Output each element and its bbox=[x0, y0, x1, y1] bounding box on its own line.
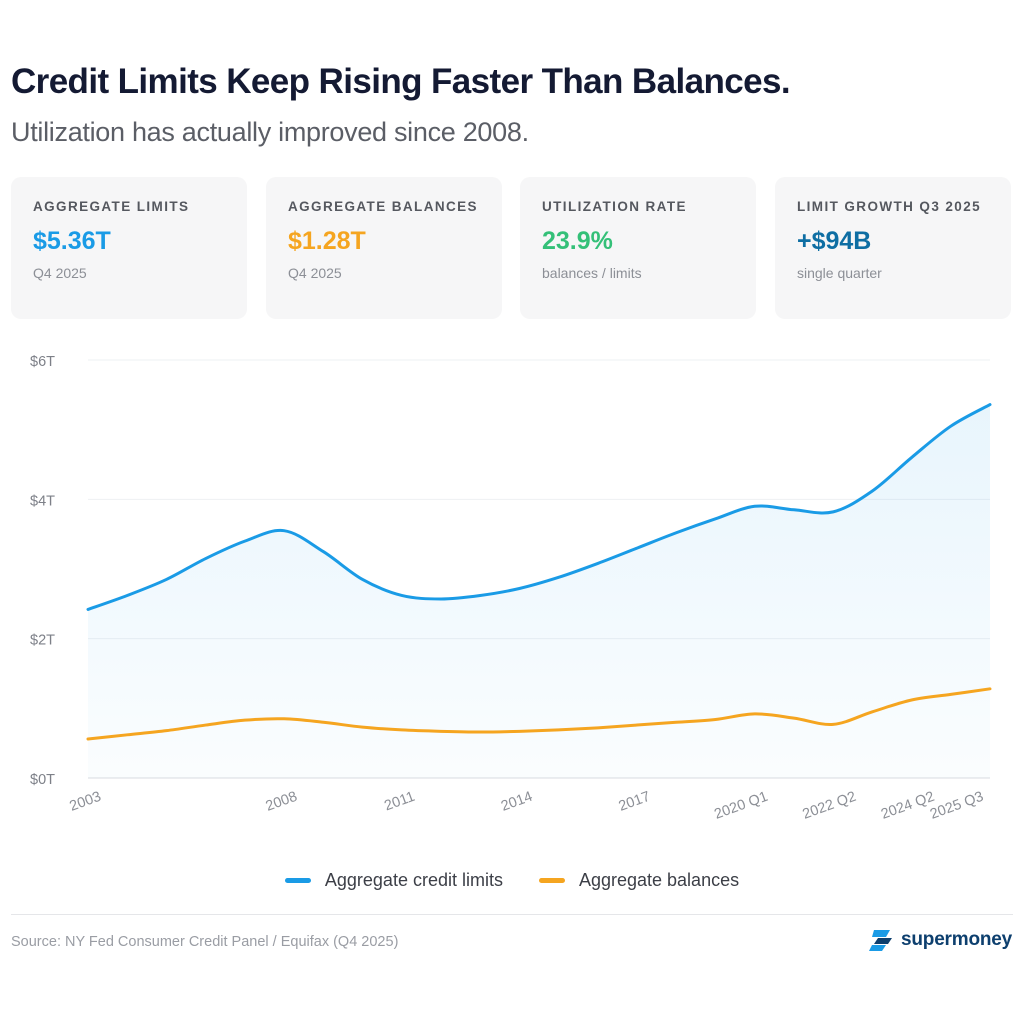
credit-area-chart: $0T $2T $4T $6T 2003 2008 2011 2014 2017 2020 Q1 2… bbox=[30, 354, 992, 823]
legend-swatch-balances bbox=[538, 878, 565, 883]
x-tick-label: 2017 bbox=[617, 789, 653, 815]
stat-card-value: $1.28T bbox=[288, 227, 366, 255]
stat-card-note: balances / limits bbox=[542, 265, 642, 281]
x-tick-label: 2022 Q2 bbox=[801, 789, 859, 823]
legend-swatch-limits bbox=[284, 878, 311, 883]
legend-label-limits: Aggregate credit limits bbox=[324, 870, 503, 890]
logo-text: supermoney bbox=[901, 929, 1012, 950]
y-tick-label: $2T bbox=[30, 633, 55, 649]
legend-label-balances: Aggregate balances bbox=[578, 870, 740, 890]
series-line-0 bbox=[86, 403, 992, 611]
stat-card-label: AGGREGATE BALANCES bbox=[288, 199, 478, 214]
x-tick-label: 2011 bbox=[382, 789, 417, 815]
x-tick-label: 2014 bbox=[499, 789, 535, 815]
y-tick-label: $0T bbox=[30, 772, 55, 788]
stat-card-note: Q4 2025 bbox=[288, 265, 342, 281]
page-subtitle: Utilization has actually improved since … bbox=[11, 117, 529, 147]
brand-logo[interactable]: supermoney bbox=[869, 928, 1012, 952]
stat-card-value: 23.9% bbox=[542, 227, 613, 255]
stat-card-label: AGGREGATE LIMITS bbox=[33, 199, 190, 214]
y-tick-label: $6T bbox=[30, 354, 55, 370]
stat-card-aggregate-limits: AGGREGATE LIMITS $5.36T Q4 2025 bbox=[11, 177, 247, 319]
stat-card-label: LIMIT GROWTH Q3 2025 bbox=[797, 199, 982, 214]
stat-card-value: $5.36T bbox=[33, 227, 111, 255]
legend-item-limits: Aggregate credit limits bbox=[284, 870, 503, 891]
x-tick-label: 2008 bbox=[264, 789, 300, 815]
footer-divider bbox=[11, 914, 1013, 915]
supermoney-logo-icon bbox=[869, 930, 893, 951]
stat-card-label: UTILIZATION RATE bbox=[542, 199, 687, 214]
stat-cards: AGGREGATE LIMITS $5.36T Q4 2025 AGGREGAT… bbox=[11, 177, 1013, 319]
stat-card-note: Q4 2025 bbox=[33, 265, 87, 281]
series-line-1 bbox=[86, 687, 992, 741]
y-tick-label: $4T bbox=[30, 493, 55, 509]
x-tick-label: 2003 bbox=[68, 789, 104, 815]
x-tick-label: 2024 Q2 bbox=[879, 789, 937, 823]
page-title: Credit Limits Keep Rising Faster Than Ba… bbox=[11, 62, 791, 101]
stat-card-value: +$94B bbox=[797, 227, 872, 255]
stat-card-utilization-rate: UTILIZATION RATE 23.9% balances / limits bbox=[520, 177, 756, 319]
source-note: Source: NY Fed Consumer Credit Panel / E… bbox=[11, 934, 399, 950]
legend-item-balances: Aggregate balances bbox=[538, 870, 740, 891]
series-area-0 bbox=[88, 404, 990, 778]
stat-card-limit-growth: LIMIT GROWTH Q3 2025 +$94B single quarte… bbox=[775, 177, 1011, 319]
x-tick-label: 2025 Q3 bbox=[928, 789, 986, 823]
x-tick-label: 2020 Q1 bbox=[712, 789, 770, 823]
stat-card-note: single quarter bbox=[797, 265, 882, 281]
stat-card-aggregate-balances: AGGREGATE BALANCES $1.28T Q4 2025 bbox=[266, 177, 502, 319]
chart-legend: Aggregate credit limits Aggregate balanc… bbox=[0, 870, 1024, 891]
